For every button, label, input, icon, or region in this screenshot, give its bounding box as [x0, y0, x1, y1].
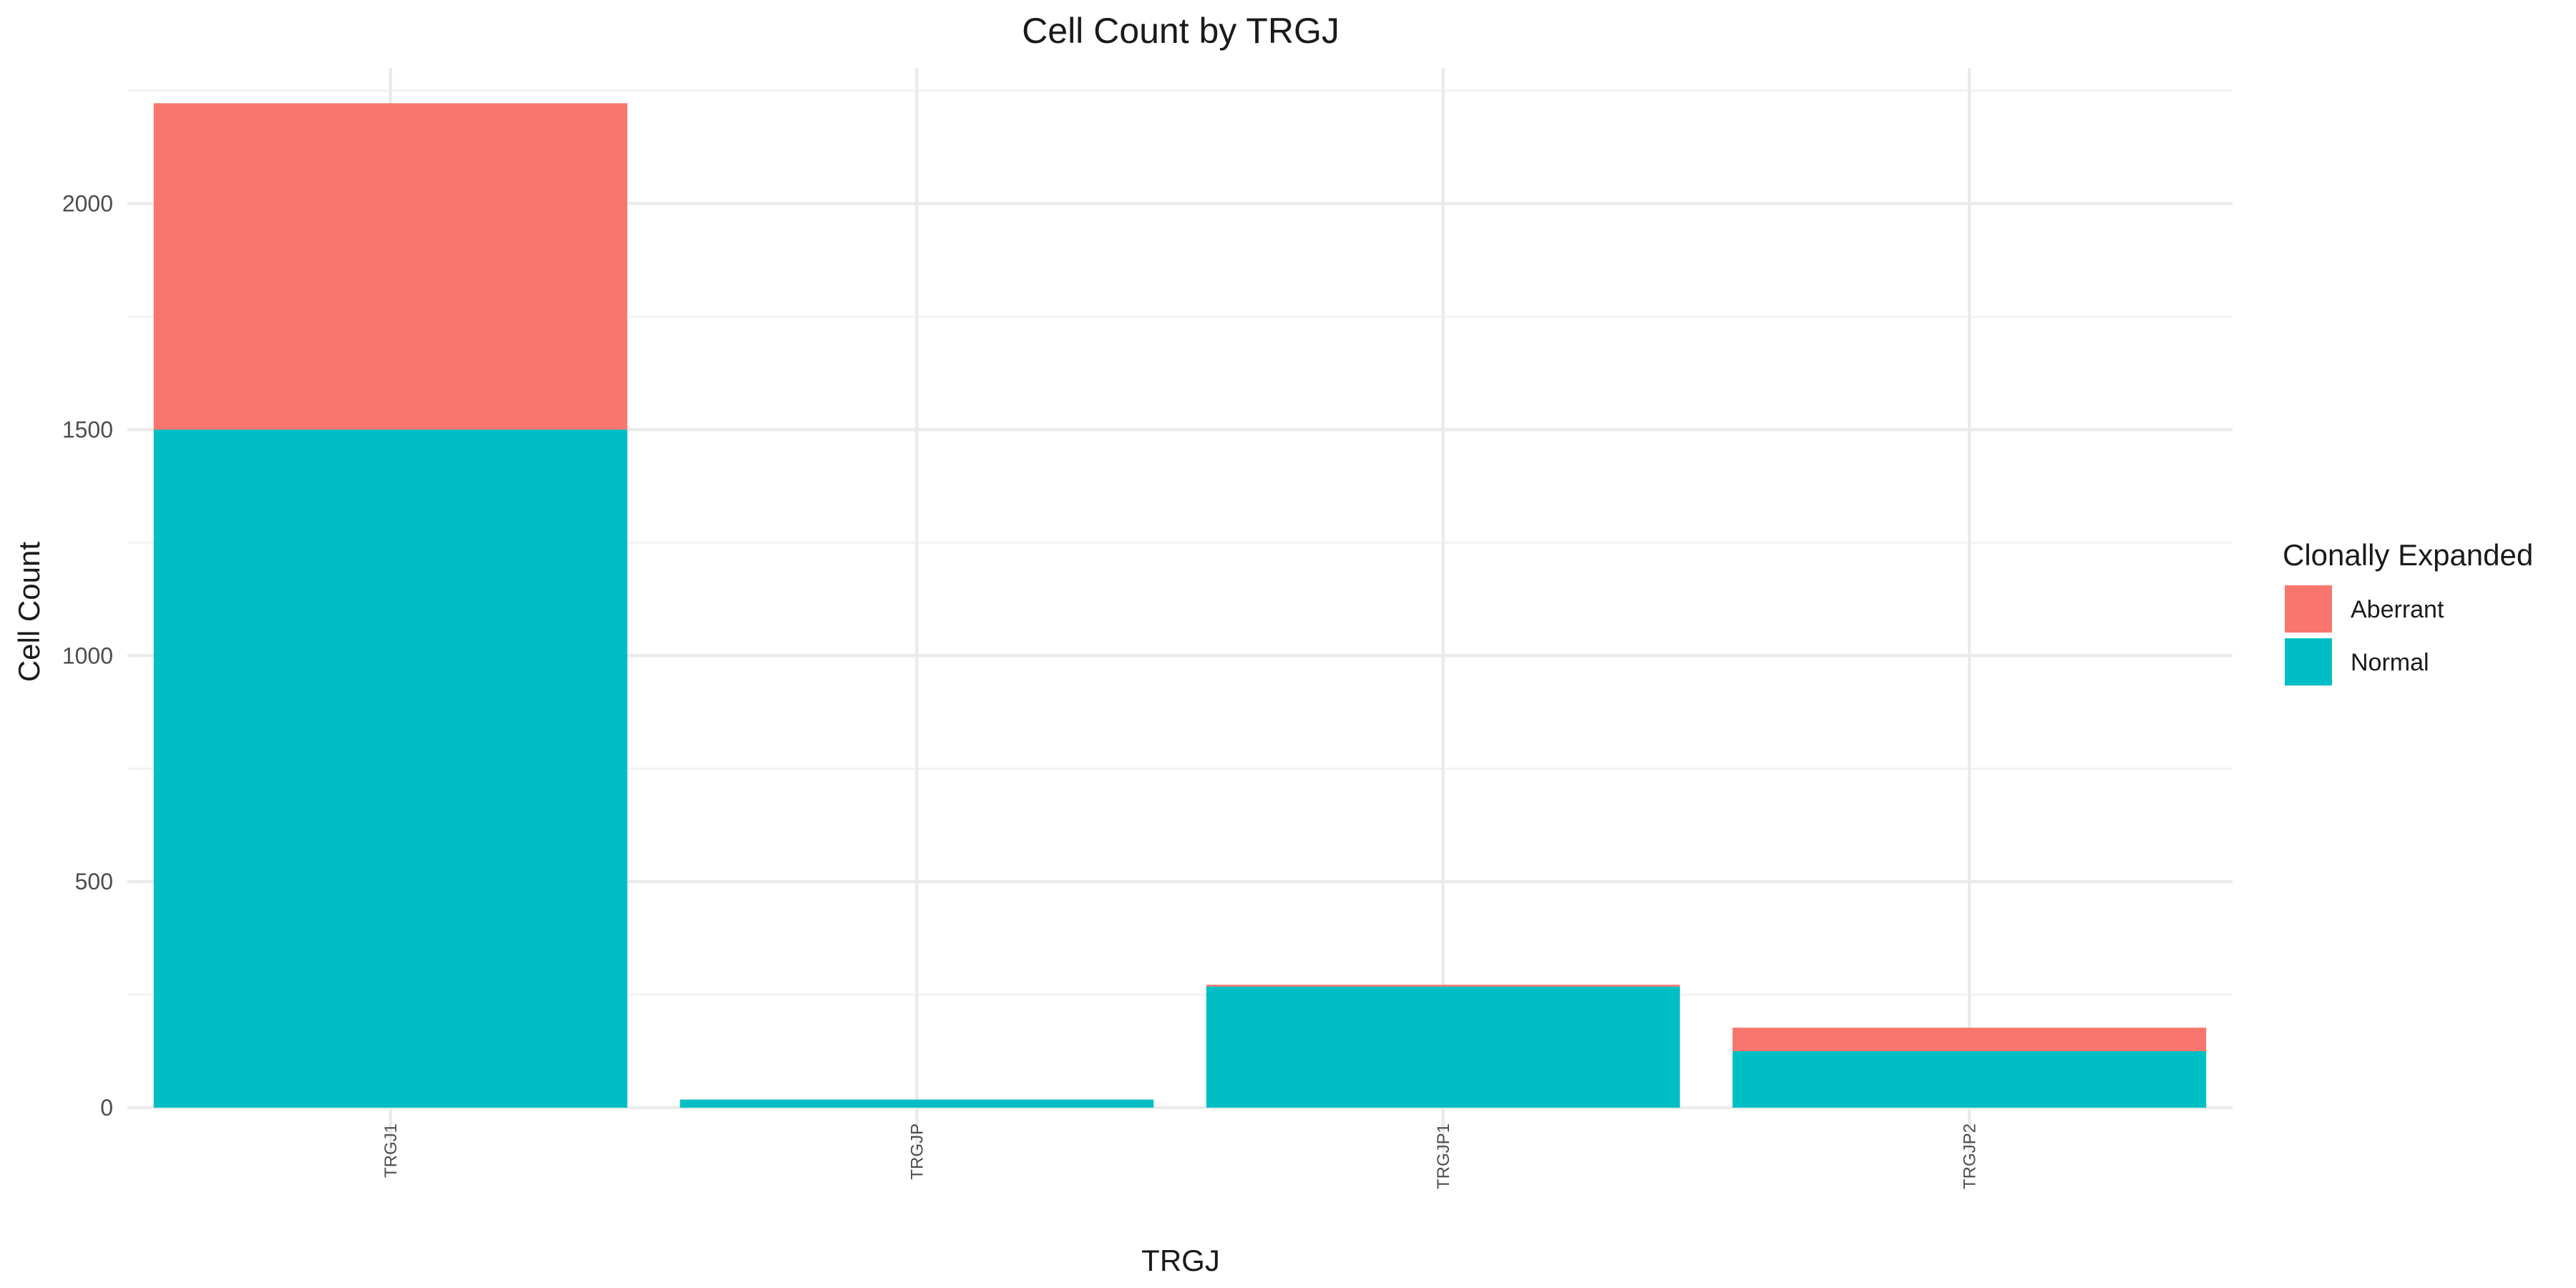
legend-title: Clonally Expanded: [2283, 538, 2533, 572]
legend-label-aberrant: Aberrant: [2351, 596, 2444, 623]
chart-title: Cell Count by TRGJ: [1022, 11, 1340, 51]
y-tick-label: 2000: [62, 191, 113, 217]
x-tick-label: TRGJP2: [1960, 1123, 1979, 1189]
y-axis-ticks: 0 500 1000 1500 2000: [62, 191, 113, 1121]
legend-swatch-normal: [2285, 638, 2332, 686]
bar-trgjp1-normal: [1206, 986, 1680, 1108]
legend-label-normal: Normal: [2351, 649, 2429, 676]
y-tick-label: 500: [75, 869, 113, 894]
x-tick-label: TRGJP: [907, 1123, 927, 1180]
y-tick-label: 1000: [62, 643, 113, 668]
bar-trgj1-aberrant: [153, 103, 628, 430]
y-axis-title: Cell Count: [12, 542, 46, 682]
y-tick-label: 0: [100, 1095, 113, 1121]
bar-trgjp2-normal: [1732, 1051, 2207, 1108]
bar-trgjp2-aberrant: [1732, 1028, 2207, 1052]
bar-trgjp1-aberrant: [1206, 985, 1680, 987]
legend-items: Aberrant Normal: [2285, 585, 2444, 686]
legend: Clonally Expanded Aberrant Normal: [2283, 538, 2533, 686]
y-tick-label: 1500: [62, 416, 113, 442]
x-axis-title: TRGJ: [1141, 1244, 1220, 1277]
bars: [153, 103, 2207, 1108]
bar-trgjp-normal: [680, 1099, 1154, 1108]
legend-swatch-aberrant: [2285, 585, 2332, 633]
x-tick-label: TRGJ1: [381, 1123, 401, 1178]
bar-trgj1-normal: [153, 429, 628, 1108]
x-tick-label: TRGJP1: [1434, 1123, 1453, 1189]
x-axis-ticks: TRGJ1 TRGJP TRGJP1 TRGJP2: [381, 1123, 1980, 1189]
